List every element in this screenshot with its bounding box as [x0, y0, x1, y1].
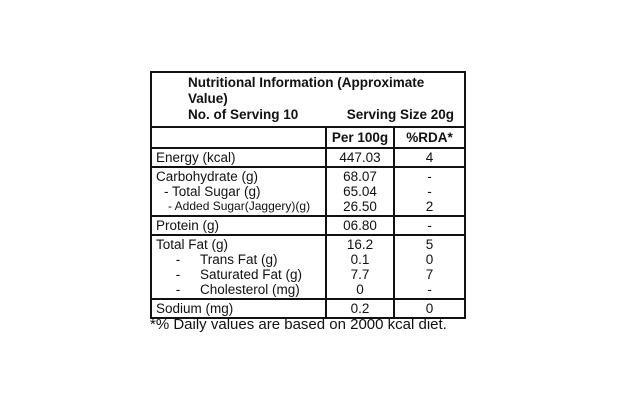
added-sugar-rda: 2	[425, 199, 434, 214]
nutrition-table: Per 100g %RDA* Energy (kcal) 447.03 4 Ca…	[152, 128, 464, 317]
table-row-energy: Energy (kcal) 447.03 4	[152, 148, 464, 168]
carb-per100: 68.07	[343, 169, 377, 184]
total-sugar-per100: 65.04	[343, 184, 377, 199]
cholesterol-dash: -	[175, 282, 181, 297]
sodium-per100: 0.2	[326, 299, 395, 317]
table-row-carbohydrate-group: Carbohydrate (g) - Total Sugar (g) - Add…	[152, 167, 464, 217]
energy-label: Energy (kcal)	[152, 148, 327, 168]
cholesterol-per100: 0	[356, 282, 364, 297]
trans-fat-label: Trans Fat (g)	[200, 252, 278, 267]
per100-header: Per 100g	[326, 128, 395, 149]
protein-per100: 06.80	[326, 216, 395, 236]
nutrition-table-panel: Nutritional Information (Approximate Val…	[150, 71, 466, 319]
total-sugar-label: - Total Sugar (g)	[164, 184, 261, 199]
sodium-label: Sodium (mg)	[152, 299, 327, 317]
total-fat-rda: 5	[425, 237, 434, 252]
column-header-row: Per 100g %RDA*	[152, 128, 464, 149]
cholesterol-label: Cholesterol (mg)	[200, 282, 300, 297]
trans-fat-dash: -	[175, 252, 181, 267]
table-row-protein: Protein (g) 06.80 -	[152, 216, 464, 236]
cholesterol-rda: -	[427, 282, 432, 297]
total-fat-per100: 16.2	[346, 237, 374, 252]
blank-header-cell	[152, 128, 327, 149]
table-header: Nutritional Information (Approximate Val…	[152, 73, 464, 128]
trans-fat-rda: 0	[425, 252, 434, 267]
protein-label: Protein (g)	[152, 216, 327, 236]
total-fat-label: Total Fat (g)	[156, 237, 229, 252]
added-sugar-per100: 26.50	[343, 199, 377, 214]
added-sugar-label: - Added Sugar(Jaggery)(g)	[168, 199, 311, 213]
saturated-fat-label: Saturated Fat (g)	[200, 267, 303, 282]
table-title: Nutritional Information (Approximate Val…	[188, 75, 425, 106]
servings-count: No. of Serving 10	[188, 107, 299, 122]
trans-fat-per100: 0.1	[350, 252, 370, 267]
rda-header: %RDA*	[394, 128, 464, 149]
saturated-fat-rda: 7	[425, 267, 434, 282]
sodium-rda: 0	[425, 301, 434, 316]
table-row-sodium: Sodium (mg) 0.2 0	[152, 299, 464, 317]
table-row-fat-group: Total Fat (g) - Trans Fat (g) - Saturated …	[152, 235, 464, 300]
serving-size: Serving Size 20g	[346, 107, 454, 122]
saturated-fat-per100: 7.7	[350, 267, 370, 282]
protein-rda: -	[394, 216, 464, 236]
footnote: *% Daily values are based on 2000 kcal d…	[150, 316, 447, 333]
carb-label: Carbohydrate (g)	[156, 169, 259, 184]
carb-rda: -	[427, 169, 432, 184]
energy-per100: 447.03	[326, 148, 395, 168]
total-sugar-rda: -	[427, 184, 432, 199]
saturated-fat-dash: -	[175, 267, 181, 282]
energy-rda: 4	[394, 148, 464, 168]
